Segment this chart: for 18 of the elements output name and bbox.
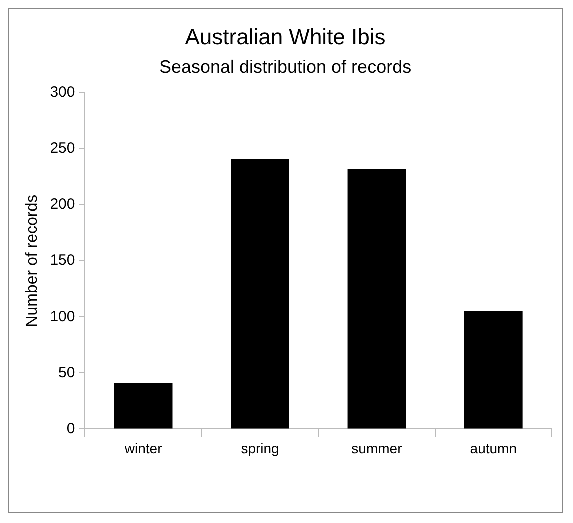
y-tick-label: 100 (50, 308, 76, 326)
bar (231, 159, 290, 429)
x-tick-label: winter (124, 440, 163, 456)
y-tick-label: 250 (50, 140, 76, 158)
x-tick-label: summer (352, 440, 403, 456)
bar (464, 312, 523, 429)
x-tick-label: spring (241, 440, 280, 456)
y-axis-title: Number of records (24, 194, 42, 328)
y-tick-label: 200 (50, 196, 76, 214)
x-tick-label: autumn (470, 440, 518, 456)
bar (348, 169, 406, 429)
chart-title: Australian White Ibis (185, 24, 386, 50)
bar (114, 383, 173, 429)
chart-subtitle: Seasonal distribution of records (159, 57, 412, 78)
y-tick-label: 150 (50, 252, 76, 270)
y-tick-label: 0 (66, 420, 76, 438)
y-tick-label: 50 (58, 364, 76, 382)
y-tick-label: 300 (50, 84, 76, 102)
